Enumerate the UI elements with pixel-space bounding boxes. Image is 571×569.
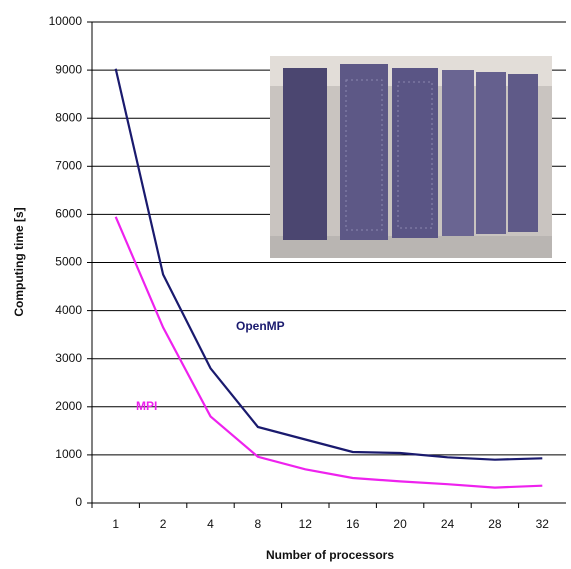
y-tick-label: 10000 bbox=[49, 14, 83, 28]
rack bbox=[442, 70, 474, 236]
series-label: MPI bbox=[136, 399, 157, 413]
y-tick-label: 0 bbox=[75, 495, 82, 509]
chart: Number of processors Computing time [s] … bbox=[0, 0, 571, 569]
x-tick-label: 8 bbox=[255, 517, 262, 531]
y-tick-label: 7000 bbox=[55, 158, 82, 172]
rack bbox=[283, 68, 327, 240]
x-tick-label: 20 bbox=[393, 517, 407, 531]
y-tick-label: 4000 bbox=[55, 303, 82, 317]
y-axis-label: Computing time [s] bbox=[12, 207, 26, 316]
y-tick-label: 9000 bbox=[55, 62, 82, 76]
x-tick-label: 28 bbox=[488, 517, 502, 531]
photo bbox=[270, 56, 552, 258]
y-tick-label: 8000 bbox=[55, 110, 82, 124]
y-tick-label: 5000 bbox=[55, 255, 82, 269]
rack bbox=[340, 64, 388, 240]
rack bbox=[392, 68, 438, 238]
series-label: OpenMP bbox=[236, 319, 285, 333]
x-tick-label: 4 bbox=[207, 517, 214, 531]
x-axis-label: Number of processors bbox=[266, 548, 394, 562]
y-tick-label: 3000 bbox=[55, 351, 82, 365]
x-tick-label: 2 bbox=[160, 517, 167, 531]
rack bbox=[508, 74, 538, 232]
y-tick-label: 6000 bbox=[55, 207, 82, 221]
x-tick-label: 32 bbox=[536, 517, 550, 531]
x-tick-label: 24 bbox=[441, 517, 455, 531]
x-tick-label: 16 bbox=[346, 517, 360, 531]
rack bbox=[476, 72, 506, 234]
y-tick-label: 2000 bbox=[55, 399, 82, 413]
x-tick-label: 1 bbox=[112, 517, 119, 531]
x-tick-label: 12 bbox=[299, 517, 313, 531]
y-tick-label: 1000 bbox=[55, 447, 82, 461]
